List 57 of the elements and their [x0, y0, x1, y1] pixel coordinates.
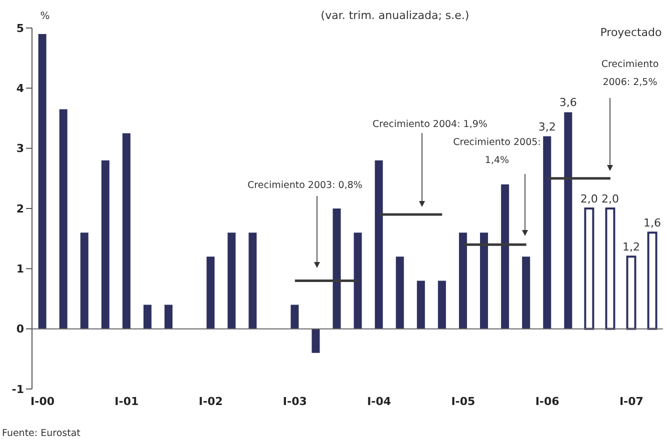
bar [416, 280, 425, 329]
x-tick-label: I-02 [198, 394, 223, 408]
data-label: 3,6 [559, 96, 577, 110]
annotation: Crecimiento 2005: 1,4% [453, 137, 541, 166]
annotation: Proyectado [600, 26, 662, 39]
bar [248, 232, 257, 329]
y-tick-label: 2 [16, 202, 24, 216]
bar [143, 304, 152, 329]
bar [647, 232, 658, 330]
data-label: 1,6 [644, 216, 662, 230]
data-label: 2,0 [580, 192, 598, 206]
y-tick-label: 3 [16, 142, 24, 156]
bar [501, 184, 510, 329]
bar [584, 208, 594, 330]
annotation: Crecimiento 2006: 2,5% [601, 59, 659, 88]
bar [564, 112, 572, 329]
annotation: Crecimiento 2004: 1,9% [372, 119, 488, 130]
bar [332, 208, 341, 329]
y-tick-label: 0 [16, 322, 24, 336]
source-note: Fuente: Eurostat [2, 428, 81, 439]
bar [101, 160, 110, 329]
y-tick-label: 1 [16, 262, 24, 276]
x-tick-label: I-04 [367, 394, 392, 408]
bar [206, 256, 215, 329]
bar [38, 34, 46, 329]
bar [480, 232, 488, 329]
y-tick-label: -1 [12, 382, 24, 396]
data-label: 3,2 [538, 120, 556, 134]
bar [458, 232, 467, 329]
y-tick-label: 4 [16, 82, 24, 96]
bar [543, 136, 552, 329]
x-tick-label: I-05 [451, 394, 476, 408]
bar [228, 232, 236, 329]
bar [312, 328, 320, 353]
bar [290, 304, 299, 329]
x-tick-label: I-07 [619, 394, 644, 408]
bar [122, 133, 130, 329]
data-label: 1,2 [622, 240, 640, 254]
chart-title: (var. trim. anualizada; s.e.) [320, 9, 470, 22]
bar [438, 280, 446, 329]
bar [354, 232, 362, 329]
x-tick-label: I-01 [114, 394, 139, 408]
bar [59, 109, 68, 329]
bar [374, 160, 383, 329]
data-label: 2,0 [601, 192, 619, 206]
annotation: Crecimiento 2003: 0,8% [248, 180, 362, 191]
bar [522, 256, 530, 329]
x-tick-label: I-06 [535, 394, 560, 408]
x-tick-label: I-00 [30, 394, 55, 408]
bar [626, 256, 636, 330]
x-tick-label: I-03 [282, 394, 307, 408]
bar [396, 256, 404, 329]
y-tick-label: 5 [16, 22, 24, 35]
bar [164, 304, 173, 329]
y-axis-title: % [40, 11, 50, 22]
bar [605, 208, 616, 330]
bar [80, 232, 88, 329]
